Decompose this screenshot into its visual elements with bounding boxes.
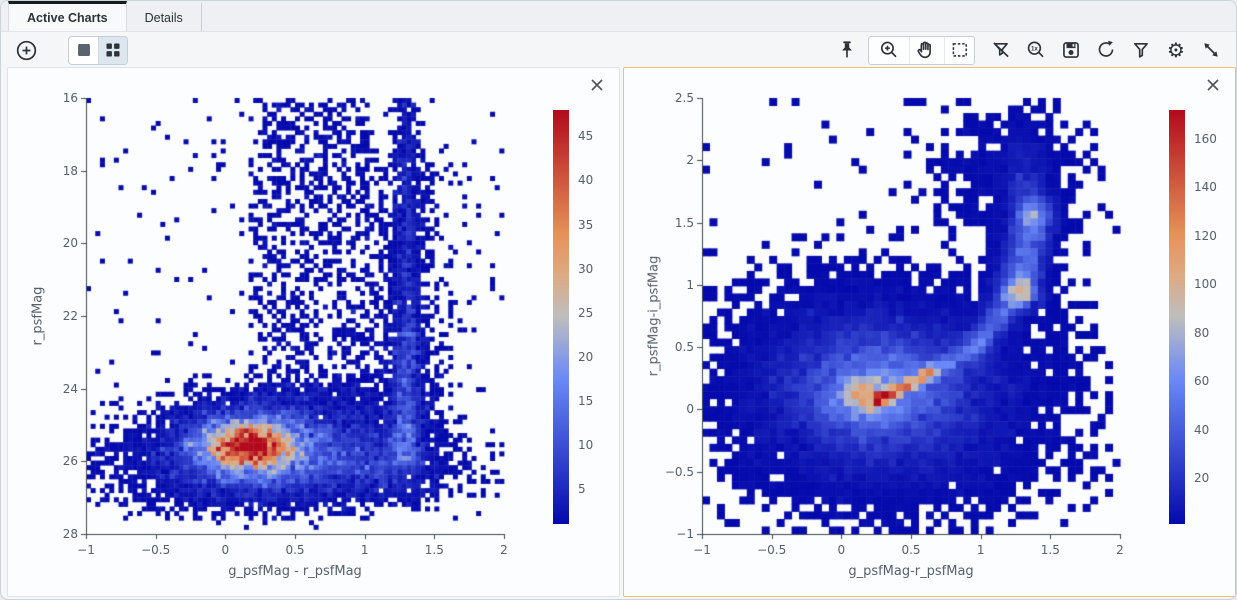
tab-active-charts-label: Active Charts (27, 10, 108, 25)
select-area-tool-button[interactable] (944, 36, 974, 64)
colorbar-tick-label: 20 (1194, 471, 1210, 485)
pin-icon (842, 41, 852, 58)
x-tick-label: −0.5 (757, 543, 787, 557)
view-mode-switch (68, 35, 128, 65)
x-tick-label: 2 (500, 543, 508, 557)
x-tick-label: 1 (360, 543, 369, 557)
grid-view-button[interactable] (98, 36, 127, 64)
close-chart-button[interactable] (1203, 76, 1223, 96)
colorbar-tick-label: 120 (1194, 228, 1217, 243)
settings-button[interactable]: ⚙ (1161, 36, 1191, 65)
plot-interaction-group (868, 35, 975, 65)
close-icon (1207, 79, 1219, 91)
expand-button[interactable] (1196, 36, 1226, 65)
heatmap-plot[interactable] (624, 68, 1235, 596)
y-tick-label: 24 (62, 381, 78, 396)
close-chart-button[interactable] (587, 76, 607, 96)
pan-tool-button[interactable] (909, 36, 939, 64)
y-tick-label: −1 (676, 527, 694, 541)
y-tick-label: 2 (686, 153, 694, 168)
y-tick-label: 22 (62, 309, 78, 323)
colorbar-tick-label: 20 (578, 349, 594, 364)
single-view-button[interactable] (69, 37, 98, 64)
selection-box-icon (952, 43, 967, 57)
colorbar-tick-label: 40 (1194, 422, 1210, 437)
colorbar-tick-label: 60 (1194, 374, 1210, 389)
y-tick-label: 18 (62, 163, 78, 178)
gear-icon: ⚙ (1167, 38, 1185, 62)
expand-diagonal-icon (1204, 43, 1218, 57)
x-tick-label: 0 (221, 543, 230, 557)
clear-filters-button[interactable] (986, 36, 1016, 65)
x-tick-label: 1.5 (424, 543, 444, 557)
colorbar-tick-label: 45 (578, 129, 594, 144)
zoom-in-tool-button[interactable] (874, 37, 904, 64)
chart-panel-color-color: r_psfMag-i_psfMag g_psfMag-r_psfMag −1 −0… (623, 67, 1236, 597)
charts-toolbar: 1x (1, 32, 1236, 68)
colorbar-tick-label: 10 (578, 437, 594, 452)
chart-panel-cmd: r_psfMag g_psfMag - r_psfMag −1 −0.5 0 0.5 1… (7, 67, 620, 597)
y-tick-label: 1.5 (674, 215, 694, 230)
tab-details[interactable]: Details (127, 1, 202, 31)
y-axis-title: r_psfMag-i_psfMag (646, 255, 662, 377)
restore-button[interactable] (1091, 36, 1121, 65)
tab-details-label: Details (144, 10, 183, 25)
magnifier-plus-icon (880, 41, 897, 58)
restore-arrow-icon (1098, 40, 1114, 57)
colorbar-tick-label: 40 (578, 173, 594, 188)
zoom-original-button[interactable]: 1x (1021, 36, 1051, 65)
filter-slash-icon (993, 42, 1009, 58)
y-tick-label: −0.5 (664, 464, 694, 479)
save-button[interactable] (1056, 36, 1086, 65)
y-tick-label: 2.5 (674, 91, 694, 105)
x-axis-title: g_psfMag-r_psfMag (848, 564, 974, 579)
x-axis-title: g_psfMag - r_psfMag (228, 564, 362, 579)
single-tile-icon (77, 44, 90, 56)
filter-button[interactable] (1126, 36, 1156, 65)
colorbar-tick-label: 80 (1194, 325, 1210, 340)
y-tick-label: 1 (686, 277, 694, 292)
colorbar-tick-label: 100 (1194, 277, 1217, 292)
y-tick-label: 0.5 (674, 340, 694, 355)
plus-circle-icon (16, 40, 36, 60)
hand-icon (916, 41, 931, 59)
grid-tiles-icon (106, 43, 120, 57)
x-tick-label: 2 (1116, 543, 1124, 557)
pin-button[interactable] (832, 36, 862, 65)
charts-grid: r_psfMag g_psfMag - r_psfMag −1 −0.5 0 0.5 1… (7, 67, 1236, 597)
colorbar-tick-label: 25 (578, 305, 594, 320)
filter-icon (1134, 42, 1148, 58)
colorbar-tick-label: 35 (578, 217, 594, 232)
colorbar-tick-label: 160 (1194, 132, 1217, 147)
y-tick-label: 0 (686, 402, 694, 417)
y-tick-label: 16 (62, 91, 78, 105)
colorbar-tick-label: 15 (578, 393, 594, 408)
x-tick-label: −1 (693, 543, 711, 557)
colorbar (553, 110, 569, 524)
magnifier-1x-icon: 1x (1027, 41, 1044, 58)
tab-active-charts[interactable]: Active Charts (8, 1, 127, 31)
y-tick-label: 28 (62, 527, 78, 541)
colorbar-tick-label: 140 (1194, 180, 1217, 195)
y-tick-label: 26 (62, 454, 78, 469)
x-tick-label: −0.5 (141, 543, 171, 557)
x-tick-label: 0 (837, 543, 846, 557)
colorbar-tick-label: 5 (578, 481, 586, 496)
x-tick-label: 0.5 (901, 543, 921, 557)
colorbar (1169, 110, 1185, 524)
save-icon (1063, 42, 1079, 58)
x-tick-label: 1.5 (1040, 543, 1060, 557)
svg-text:1x: 1x (1031, 45, 1038, 52)
x-tick-label: 1 (976, 543, 985, 557)
x-tick-label: 0.5 (285, 543, 305, 557)
x-tick-label: −1 (77, 543, 95, 557)
colorbar-tick-label: 30 (578, 261, 594, 276)
heatmap-plot[interactable] (8, 68, 619, 596)
close-icon (591, 79, 603, 91)
add-chart-button[interactable] (11, 36, 41, 65)
y-tick-label: 20 (62, 236, 78, 251)
tab-bar: Active Charts Details (1, 1, 1236, 32)
